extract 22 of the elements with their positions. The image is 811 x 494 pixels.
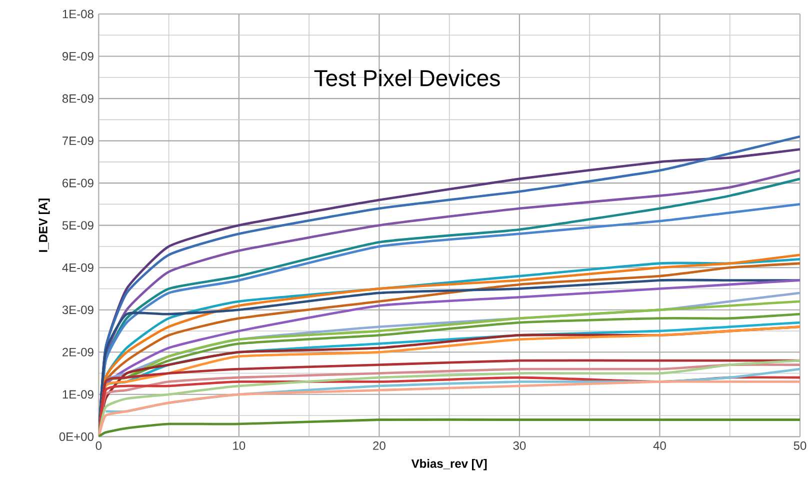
line-series xyxy=(104,368,800,413)
text: Test Pixel Devices xyxy=(314,69,500,86)
y-tick-label: 4E-09 xyxy=(62,263,94,272)
y-tick-label: 7E-09 xyxy=(62,136,94,146)
y-tick-label: 3E-09 xyxy=(62,306,94,314)
x-tick-label: 0 xyxy=(96,441,102,450)
x-tick-label: 20 xyxy=(373,441,386,450)
y-tick-label: 6E-09 xyxy=(62,178,94,188)
x-tick-label: 30 xyxy=(513,441,526,450)
x-axis-title: Vbias_rev [V] xyxy=(411,459,487,470)
y-tick-label: 9E-09 xyxy=(62,52,94,61)
line-series xyxy=(98,418,800,437)
x-tick-label: 40 xyxy=(653,441,666,450)
y-tick-label: 5E-09 xyxy=(62,221,94,230)
x-tick-label: 50 xyxy=(794,441,806,450)
y-tick-label: 2E-09 xyxy=(62,348,94,356)
y-tick-label: 1E-08 xyxy=(62,10,94,18)
y-tick-label: 8E-09 xyxy=(62,94,94,103)
y-tick-label: 1E-09 xyxy=(62,390,94,399)
x-tick-label: 10 xyxy=(233,441,246,450)
y-tick-label: 0E+00 xyxy=(59,432,94,441)
y-axis-title: I_DEV [A] xyxy=(38,198,50,252)
